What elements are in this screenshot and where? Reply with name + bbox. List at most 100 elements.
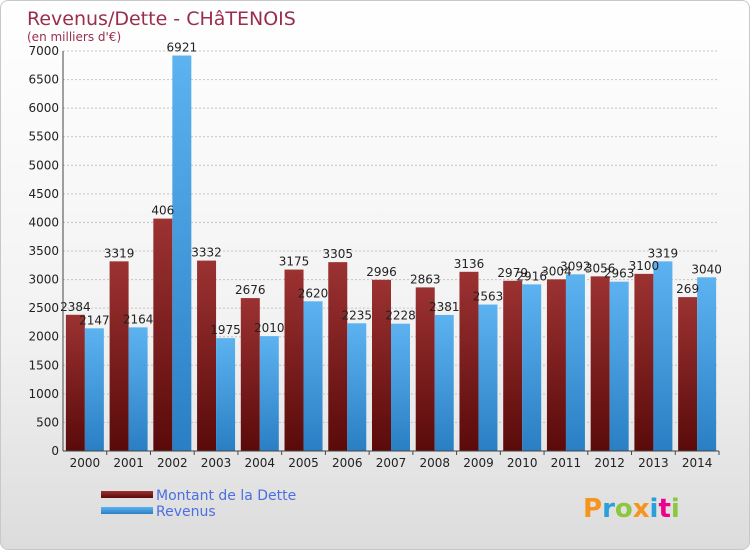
x-tick-label: 2001 [113,456,144,470]
legend-swatch-debt [101,491,153,498]
legend-label-debt: Montant de la Dette [156,488,296,504]
bar-revenus-2009 [478,304,498,451]
value-label: 3305 [322,247,353,261]
bar-dette-2007 [372,279,391,451]
proxiti-logo: Proxiti [583,494,680,524]
bar-revenus-2012 [609,281,629,451]
y-tick-label: 2500 [28,301,59,315]
bar-dette-2006 [328,262,348,451]
bar-dette-2005 [284,269,304,451]
x-tick-label: 2009 [463,456,494,470]
value-label: 2384 [60,300,91,314]
bar-dette-2002 [153,218,173,451]
x-tick-label: 2010 [507,456,538,470]
chart-title: Revenus/Dette - CHâTENOIS [27,8,296,30]
y-tick-label: 3500 [28,244,59,258]
legend-label-revenus: Revenus [156,504,216,520]
legend: Montant de la Dette Revenus [101,488,296,520]
y-tick-label: 0 [51,444,59,458]
x-tick-label: 2005 [288,456,319,470]
y-tick-label: 4000 [28,215,59,229]
bar-revenus-2013 [653,261,673,451]
value-label: 2164 [123,312,154,326]
bar-revenus-2006 [347,323,367,451]
value-label: 406 [151,204,174,218]
y-tick-label: 7000 [28,44,59,58]
value-label: 6921 [167,41,198,55]
value-label: 2228 [385,309,416,323]
bar-dette-2013 [634,273,654,451]
bar-revenus-2014 [697,277,717,451]
bar-revenus-2001 [128,327,148,451]
value-label: 2620 [298,286,329,300]
value-label: 2563 [473,290,504,304]
y-tick-label: 5000 [28,158,59,172]
value-label: 2147 [79,313,110,327]
y-tick-label: 2000 [28,330,59,344]
value-label: 3136 [454,257,485,271]
bar-dette-2012 [590,276,610,451]
bar-dette-2014 [678,297,698,451]
y-tick-label: 500 [36,415,59,429]
bar-revenus-2000 [84,328,104,451]
value-label: 3319 [648,246,679,260]
bar-revenus-2005 [303,301,323,451]
chart-subtitle: (en milliers d'€) [27,30,121,44]
value-label: 1975 [210,323,241,337]
x-tick-label: 2013 [638,456,669,470]
legend-swatch-revenus [101,507,153,514]
bar-revenus-2004 [259,336,279,451]
logo-letter: P [583,494,602,524]
y-tick-label: 1500 [28,358,59,372]
logo-letter: i [671,494,680,524]
value-label: 2010 [254,321,285,335]
value-label: 3332 [191,246,222,260]
bar-dette-2000 [65,314,85,451]
bar-revenus-2007 [391,323,410,451]
logo-letter: t [658,494,670,524]
x-tick-label: 2002 [157,456,188,470]
y-tick-label: 5500 [28,130,59,144]
x-tick-label: 2014 [682,456,713,470]
x-tick-label: 2008 [419,456,450,470]
bar-revenus-2008 [434,314,454,451]
bar-dette-2004 [240,298,260,451]
logo-letter: i [650,494,659,524]
value-label: 3092 [560,259,591,273]
value-label: 2963 [604,267,635,281]
value-label: 2996 [366,265,397,279]
value-label: 3319 [104,246,135,260]
value-label: 3004 [541,264,572,278]
bar-revenus-2011 [565,274,585,451]
x-tick-label: 2006 [332,456,363,470]
value-label: 2979 [497,266,528,280]
bar-dette-2011 [546,279,566,451]
value-label: 269 [676,282,699,296]
bars-layer [65,55,717,452]
logo-letter: o [615,494,633,524]
bar-dette-2003 [197,260,217,451]
y-tick-label: 3000 [28,273,59,287]
axis-layer: 0 500 1000 1500 2000 2500 3000 3500 4000 4500 5000… [28,44,720,470]
bar-dette-2001 [109,261,129,451]
logo-letter: r [602,494,615,524]
value-label: 2235 [341,308,372,322]
bar-revenus-2002 [172,55,192,452]
x-tick-label: 2007 [376,456,407,470]
x-tick-label: 2011 [551,456,582,470]
value-label: 3056 [585,261,616,275]
x-tick-label: 2012 [594,456,625,470]
logo-letter: x [633,494,650,524]
x-tick-label: 2003 [201,456,232,470]
x-tick-label: 2000 [70,456,101,470]
bar-revenus-2010 [522,284,542,451]
value-label: 3100 [629,259,660,273]
bar-dette-2010 [503,280,523,451]
value-label: 3040 [691,262,722,276]
value-label: 2863 [410,272,441,286]
y-tick-label: 1000 [28,387,59,401]
x-tick-label: 2004 [245,456,276,470]
value-label: 2916 [516,269,547,283]
